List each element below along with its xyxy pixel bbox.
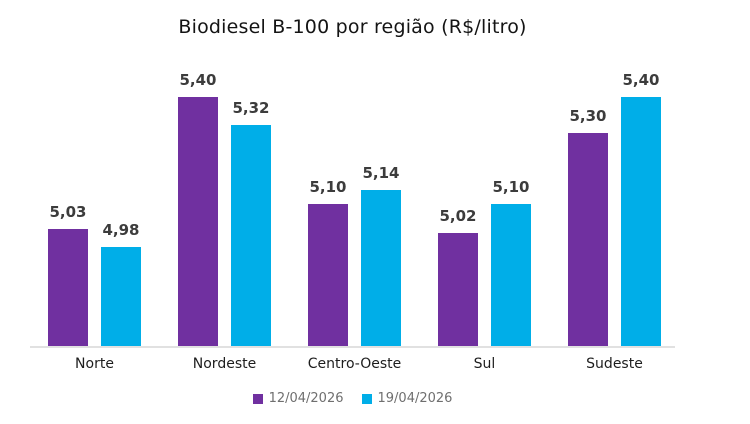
legend-swatch-icon: [252, 393, 263, 404]
bar-norte-19-04-2026: [101, 247, 141, 347]
value-label-sudeste-19-04-2026: 5,40: [622, 70, 660, 89]
value-label-centro-oeste-12-04-2026: 5,10: [309, 177, 347, 196]
plot-area: 5,03 4,98 5,40 5,32 5,10 5,14 5,02 5,10 5,30 5,40: [30, 71, 675, 347]
value-label-centro-oeste-19-04-2026: 5,14: [362, 163, 400, 182]
category-label-sul: Sul: [473, 356, 496, 372]
bar-norte-12-04-2026: [48, 229, 88, 347]
category-label-nordeste: Nordeste: [192, 356, 257, 372]
value-label-norte-19-04-2026: 4,98: [102, 220, 140, 239]
bar-nordeste-19-04-2026: [231, 125, 271, 347]
bar-sudeste-19-04-2026: [621, 97, 661, 347]
bar-sul-12-04-2026: [438, 233, 478, 347]
category-label-norte: Norte: [75, 356, 114, 372]
legend: 12/04/2026 19/04/2026: [30, 391, 675, 406]
legend-item-12-04-2026: 12/04/2026: [252, 391, 344, 406]
category-label-centro-oeste: Centro-Oeste: [307, 356, 402, 372]
value-label-sudeste-12-04-2026: 5,30: [569, 106, 607, 125]
chart-title: Biodiesel B-100 por região (R$/litro): [178, 16, 527, 38]
legend-label: 12/04/2026: [268, 391, 344, 406]
category-label-sudeste: Sudeste: [586, 356, 643, 372]
bar-sudeste-12-04-2026: [568, 133, 608, 347]
legend-item-19-04-2026: 19/04/2026: [361, 391, 453, 406]
legend-label: 19/04/2026: [377, 391, 453, 406]
value-label-sul-12-04-2026: 5,02: [439, 206, 477, 225]
bar-sul-19-04-2026: [491, 204, 531, 347]
value-label-nordeste-19-04-2026: 5,32: [232, 98, 270, 117]
value-label-norte-12-04-2026: 5,03: [49, 202, 87, 221]
bar-centro-oeste-12-04-2026: [308, 204, 348, 347]
x-axis-line: [30, 346, 675, 348]
bar-nordeste-12-04-2026: [178, 97, 218, 347]
legend-swatch-icon: [361, 393, 372, 404]
bar-centro-oeste-19-04-2026: [361, 190, 401, 347]
value-label-sul-19-04-2026: 5,10: [492, 177, 530, 196]
value-label-nordeste-12-04-2026: 5,40: [179, 70, 217, 89]
